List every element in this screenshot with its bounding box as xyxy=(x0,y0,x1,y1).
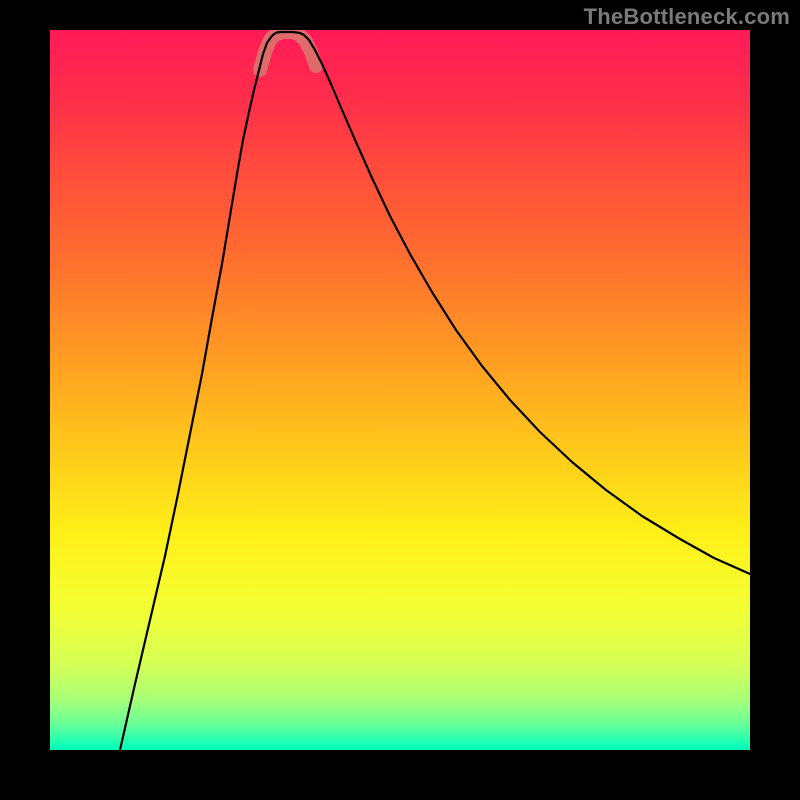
chart-stage: TheBottleneck.com xyxy=(0,0,800,800)
chart-background xyxy=(50,30,750,750)
chart-svg xyxy=(0,0,800,800)
watermark-label: TheBottleneck.com xyxy=(584,4,790,30)
